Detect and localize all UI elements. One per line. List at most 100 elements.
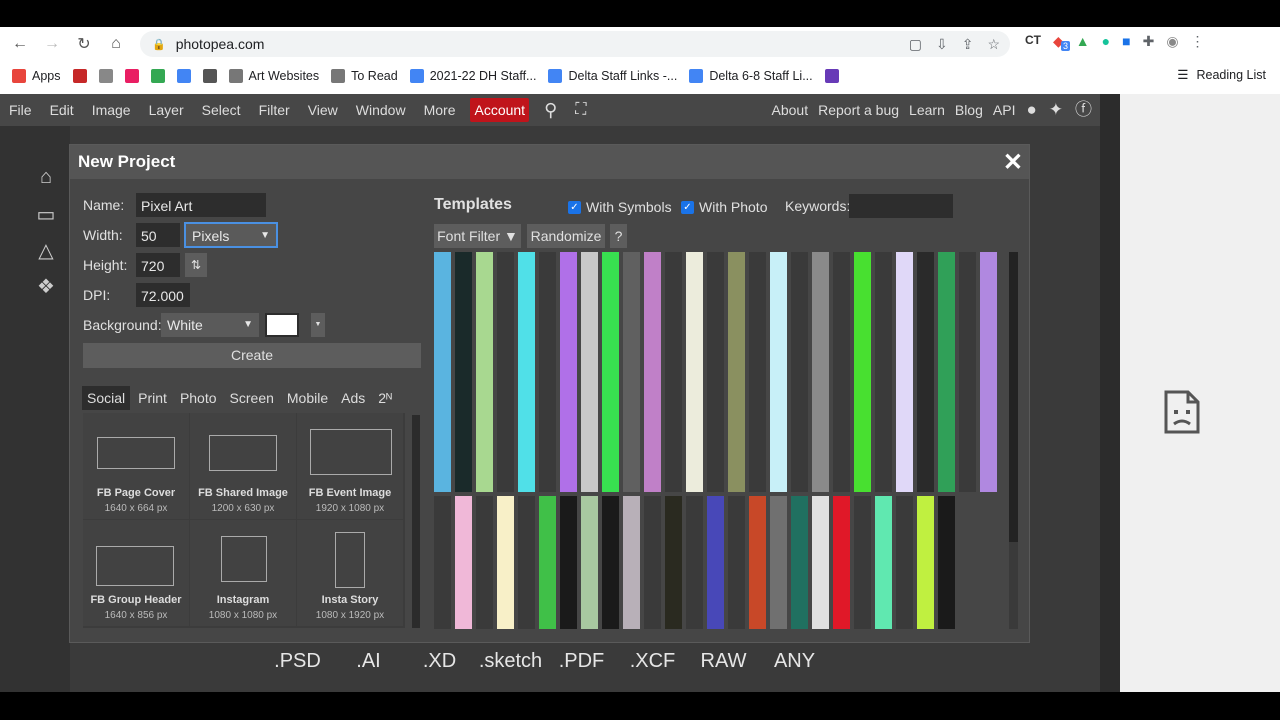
- drive-icon[interactable]: ▲: [1075, 33, 1090, 49]
- swap-dimensions-icon[interactable]: ⇅: [185, 253, 207, 277]
- create-button[interactable]: Create: [83, 343, 421, 368]
- template-thumbnail[interactable]: [980, 252, 997, 492]
- template-thumbnail[interactable]: [812, 252, 829, 492]
- home-icon[interactable]: ⌂: [111, 34, 121, 52]
- template-thumbnail[interactable]: [707, 252, 724, 492]
- menu-report-a-bug[interactable]: Report a bug: [818, 102, 900, 118]
- template-thumbnail[interactable]: [938, 252, 955, 492]
- template-thumbnail[interactable]: [854, 496, 871, 629]
- home-icon[interactable]: ⌂: [39, 166, 53, 188]
- template-thumbnail[interactable]: [581, 252, 598, 492]
- reload-icon[interactable]: ↻: [77, 35, 91, 53]
- template-thumbnail[interactable]: [644, 252, 661, 492]
- template-thumbnail[interactable]: [728, 496, 745, 629]
- address-bar[interactable]: 🔒 photopea.com ▢ ⇩ ⇪ ☆: [140, 31, 1010, 57]
- format-item[interactable]: ANY: [773, 650, 816, 672]
- template-thumbnail[interactable]: [896, 252, 913, 492]
- template-thumbnail[interactable]: [875, 252, 892, 492]
- template-thumbnail[interactable]: [476, 496, 493, 629]
- color-dropdown-icon[interactable]: ▼: [311, 313, 325, 337]
- template-thumbnail[interactable]: [938, 496, 955, 629]
- template-thumbnail[interactable]: [686, 496, 703, 629]
- background-color-swatch[interactable]: [265, 313, 299, 337]
- monitor-icon[interactable]: ▭: [36, 204, 56, 226]
- dpi-input[interactable]: 72.000: [136, 283, 190, 307]
- scrollbar-thumb[interactable]: [1009, 252, 1018, 542]
- menu-window[interactable]: Window: [355, 102, 406, 118]
- format-item[interactable]: .PSD: [274, 650, 321, 672]
- background-select[interactable]: White ▼: [161, 313, 259, 337]
- template-thumbnail[interactable]: [812, 496, 829, 629]
- menu-select[interactable]: Select: [201, 102, 241, 118]
- template-thumbnail[interactable]: [959, 252, 976, 492]
- forward-icon[interactable]: →: [44, 34, 60, 52]
- bookmark-star-icon[interactable]: ☆: [987, 36, 1000, 52]
- template-thumbnail[interactable]: [791, 252, 808, 492]
- template-thumbnail[interactable]: [917, 252, 934, 492]
- tab-photo[interactable]: Photo: [179, 390, 217, 406]
- bookmark-item[interactable]: [202, 69, 217, 83]
- menu-api[interactable]: API: [992, 102, 1016, 118]
- template-thumbnail[interactable]: [707, 496, 724, 629]
- google-drive-icon[interactable]: △: [38, 240, 54, 262]
- reading-list[interactable]: ☰ Reading List: [1177, 67, 1266, 83]
- template-thumbnail[interactable]: [476, 252, 493, 492]
- help-button[interactable]: ?: [610, 224, 627, 248]
- twitter-icon[interactable]: ✦: [1048, 100, 1063, 119]
- format-item[interactable]: .XD: [422, 650, 457, 672]
- template-thumbnail[interactable]: [518, 496, 535, 629]
- name-input[interactable]: Pixel Art: [136, 193, 266, 217]
- menu-file[interactable]: File: [9, 102, 32, 118]
- preset-item[interactable]: FB Shared Image 1200 x 630 px: [190, 413, 296, 519]
- template-thumbnail[interactable]: [581, 496, 598, 629]
- tab-screen[interactable]: Screen: [229, 390, 274, 406]
- template-thumbnail[interactable]: [728, 252, 745, 492]
- height-input[interactable]: 720: [136, 253, 180, 277]
- close-icon[interactable]: ✕: [1002, 149, 1023, 176]
- account-button[interactable]: Account: [470, 98, 530, 122]
- facebook-icon[interactable]: ⓕ: [1075, 100, 1092, 119]
- menu-blog[interactable]: Blog: [954, 102, 983, 118]
- menu-view[interactable]: View: [307, 102, 338, 118]
- with-photo-checkbox[interactable]: ✓ With Photo: [681, 199, 767, 215]
- font-filter-button[interactable]: Font Filter ▼: [434, 224, 521, 248]
- template-thumbnail[interactable]: [539, 252, 556, 492]
- share-icon[interactable]: ⇪: [961, 36, 974, 52]
- bookmark-item[interactable]: [98, 69, 113, 83]
- template-thumbnail[interactable]: [455, 252, 472, 492]
- with-symbols-checkbox[interactable]: ✓ With Symbols: [568, 199, 672, 215]
- template-thumbnail[interactable]: [749, 496, 766, 629]
- menu-filter[interactable]: Filter: [258, 102, 290, 118]
- template-thumbnail[interactable]: [518, 252, 535, 492]
- template-thumbnail[interactable]: [875, 496, 892, 629]
- preset-scrollbar[interactable]: [412, 415, 420, 628]
- template-thumbnail[interactable]: [602, 252, 619, 492]
- extension-badge-icon[interactable]: ◆ 3: [1053, 33, 1071, 51]
- reddit-icon[interactable]: ●: [1026, 100, 1037, 119]
- template-thumbnail[interactable]: [896, 496, 913, 629]
- bookmark-item[interactable]: Delta 6-8 Staff Li...: [689, 69, 813, 83]
- templates-scrollbar[interactable]: [1009, 252, 1018, 629]
- tab-print[interactable]: Print: [138, 390, 167, 406]
- template-thumbnail[interactable]: [665, 496, 682, 629]
- template-thumbnail[interactable]: [455, 496, 472, 629]
- bookmark-item[interactable]: Delta Staff Links -...: [548, 69, 677, 83]
- template-thumbnail[interactable]: [770, 496, 787, 629]
- template-thumbnail[interactable]: [560, 252, 577, 492]
- randomize-button[interactable]: Randomize: [527, 224, 605, 248]
- format-item[interactable]: .AI: [356, 650, 381, 672]
- tab-social[interactable]: Social: [82, 386, 131, 410]
- preset-item[interactable]: Insta Story 1080 x 1920 px: [297, 520, 403, 626]
- template-thumbnail[interactable]: [539, 496, 556, 629]
- template-thumbnail[interactable]: [854, 252, 871, 492]
- bookmark-item[interactable]: Art Websites: [228, 69, 319, 83]
- screencast-icon[interactable]: ■: [1122, 33, 1131, 49]
- template-thumbnail[interactable]: [497, 496, 514, 629]
- grammarly-icon[interactable]: ●: [1101, 33, 1111, 49]
- width-input[interactable]: 50: [136, 223, 180, 247]
- template-thumbnail[interactable]: [497, 252, 514, 492]
- template-thumbnail[interactable]: [434, 252, 451, 492]
- bookmark-item[interactable]: [176, 69, 191, 83]
- preset-item[interactable]: Instagram 1080 x 1080 px: [190, 520, 296, 626]
- tab-powers-of-two[interactable]: 2ᴺ: [378, 390, 393, 406]
